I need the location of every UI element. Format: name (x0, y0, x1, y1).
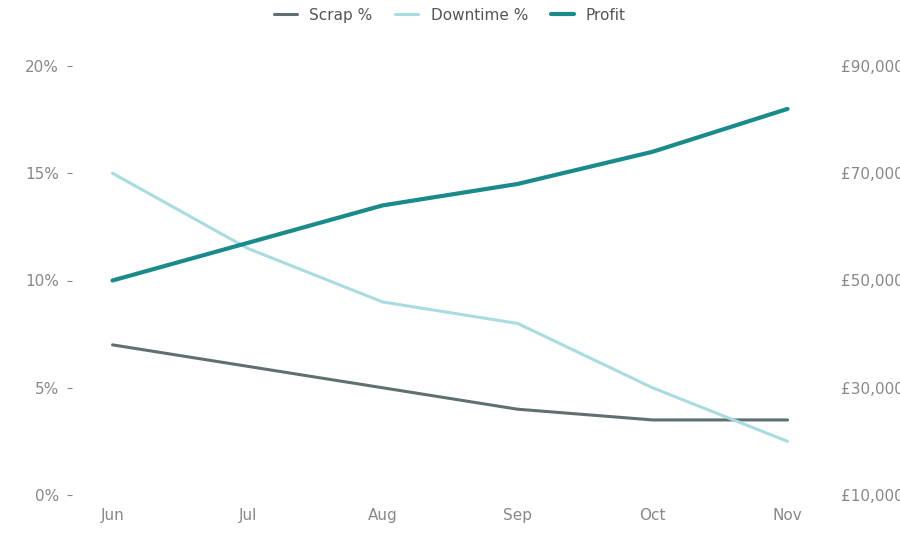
Legend: Scrap %, Downtime %, Profit: Scrap %, Downtime %, Profit (274, 8, 626, 23)
